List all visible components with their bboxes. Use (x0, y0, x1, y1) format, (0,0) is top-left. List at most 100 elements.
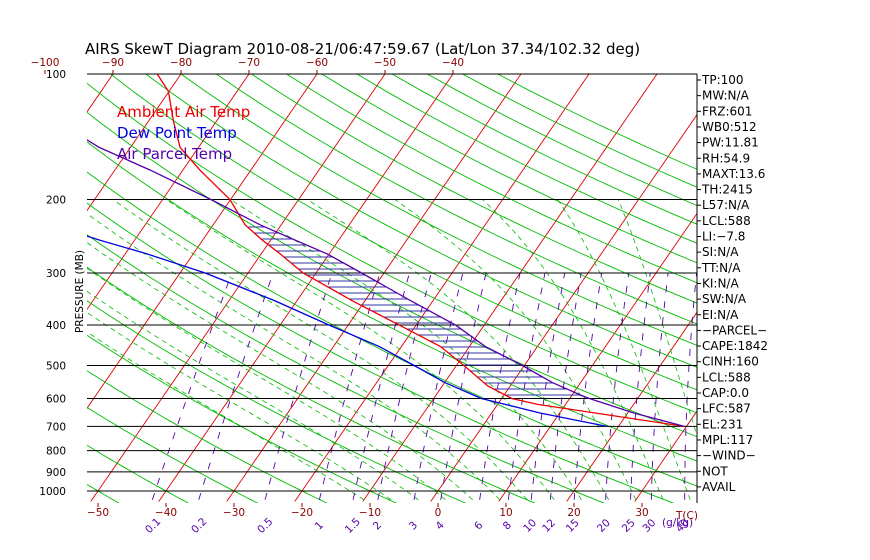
mixing-ratio-tick-label: 2 (371, 519, 384, 532)
mixing-ratio-tick-label: 1 (313, 519, 326, 532)
moist-adiabat-line (87, 331, 365, 501)
mixing-ratio-tick-label: 0.5 (255, 516, 275, 536)
mixing-ratio-line (377, 272, 432, 500)
bottom-temp-tick-label: −30 (223, 507, 245, 519)
index-item: TH:2415 (701, 183, 753, 197)
dry-adiabat-line (391, 74, 697, 225)
mixing-ratio-line (352, 272, 410, 500)
legend-dew-point-temp: Dew Point Temp (117, 124, 237, 142)
index-item: PW:11.81 (702, 136, 759, 150)
index-item: MAXT:13.6 (702, 167, 765, 181)
dry-adiabat-line (109, 74, 697, 391)
index-item: CAPE:1842 (702, 339, 768, 353)
top-temp-tick-label: −40 (442, 57, 464, 69)
mixing-ratio-tick-label: 6 (472, 519, 485, 532)
dry-adiabat-line (250, 74, 697, 304)
dry-adiabat-line (87, 370, 328, 503)
mixing-ratio-line (479, 272, 521, 500)
index-item: CINH:160 (702, 355, 759, 369)
dry-adiabat-line (426, 74, 697, 207)
mixing-ratio-tick-label: 15 (564, 517, 582, 535)
pressure-tick-label: 800 (46, 446, 66, 458)
pressure-tick-label: 1000 (39, 486, 66, 498)
pressure-tick-label: 500 (46, 360, 66, 372)
index-item: L57:N/A (702, 198, 750, 212)
index-item: WB0:512 (702, 120, 757, 134)
x-axis-unit-label: T(C) (675, 510, 698, 522)
mixing-ratio-line (573, 272, 603, 500)
axes-group: PRESSURE (MB) T(C) (g/kg) 10020030040050… (31, 57, 698, 536)
mixing-ratio-tick-label: 10 (521, 517, 539, 535)
mixing-ratio-tick-label: 30 (640, 517, 658, 535)
moist-adiabat-line (87, 267, 446, 501)
bottom-temp-tick-label: 20 (567, 507, 580, 519)
index-item: LFC:587 (702, 402, 751, 416)
mixing-ratio-line (440, 272, 487, 500)
moist-adiabat-line (230, 199, 582, 501)
ambient-air-temp-line (156, 74, 685, 428)
index-item: KI:N/A (702, 276, 739, 290)
legend-air-parcel-temp: Air Parcel Temp (117, 145, 232, 163)
index-item: EI:N/A (702, 308, 739, 322)
mixing-ratio-tick-label: 0.2 (189, 516, 209, 536)
isotherm-line (839, 59, 870, 502)
index-item: SI:N/A (702, 245, 739, 259)
bottom-temp-tick-label: −40 (155, 507, 177, 519)
dry-adiabat-line (87, 300, 467, 503)
bottom-temp-tick-label: −10 (359, 507, 381, 519)
bottom-temp-tick-label: 30 (635, 507, 648, 519)
index-item: LCL:588 (702, 214, 751, 228)
bottom-temp-tick-label: 0 (435, 507, 442, 519)
isotherm-line (87, 74, 182, 212)
air-parcel-temp-line (87, 139, 685, 428)
index-item: AVAIL (702, 480, 736, 494)
chart-title: AIRS SkewT Diagram 2010-08-21/06:47:59.6… (85, 40, 640, 58)
chart-grid (0, 59, 870, 503)
dew-point-temp-line (87, 235, 608, 428)
pressure-tick-label: 900 (46, 467, 66, 479)
mixing-ratio-line (605, 272, 630, 500)
pressure-tick-label: 700 (46, 421, 66, 433)
moist-adiabat-line (306, 199, 610, 501)
bottom-temp-tick-label: 10 (499, 507, 512, 519)
dry-adiabat-line (320, 74, 697, 264)
mixing-ratio-line (198, 272, 274, 500)
dry-adiabat-line (285, 74, 697, 284)
top-temp-tick-label: −70 (238, 57, 260, 69)
dry-adiabat-line (87, 266, 536, 503)
mixing-ratio-tick-label: 3 (407, 519, 420, 532)
dry-adiabat-line (87, 334, 397, 503)
isotherm-line (634, 410, 697, 502)
dry-adiabat-line (215, 74, 697, 325)
bottom-temp-tick-label: −20 (291, 507, 313, 519)
mixing-ratio-line (507, 272, 546, 500)
isotherm-line (0, 59, 55, 502)
index-item: EL:231 (702, 417, 743, 431)
dry-adiabat-line (87, 202, 675, 503)
moist-adiabat-line (482, 199, 664, 500)
dry-adiabat-line (145, 74, 697, 368)
isotherm-line (226, 74, 522, 502)
dry-adiabat-line (496, 74, 697, 170)
index-item: CAP:0.0 (702, 386, 749, 400)
pressure-tick-label: 300 (46, 268, 66, 280)
moist-adiabat-line (87, 242, 473, 501)
mixing-ratio-line (684, 272, 697, 500)
bottom-temp-tick-label: −50 (87, 507, 109, 519)
legend-ambient-air-temp: Ambient Air Temp (117, 103, 250, 121)
mixing-ratio-line (530, 272, 566, 500)
index-item: LCL:588 (702, 370, 751, 384)
top-temp-tick-label: −90 (102, 57, 124, 69)
index-item: MPL:117 (702, 433, 753, 447)
moist-adiabat-line (557, 199, 691, 500)
isotherm-line (158, 74, 454, 502)
index-item: LI:−7.8 (702, 230, 745, 244)
moist-adiabat-line (87, 213, 501, 501)
dry-adiabat-line (87, 171, 697, 487)
top-temp-tick-label: −50 (374, 57, 396, 69)
mixing-ratio-tick-label: 25 (620, 517, 638, 535)
index-item: NOT (702, 464, 728, 478)
cape-hatching (247, 226, 581, 396)
